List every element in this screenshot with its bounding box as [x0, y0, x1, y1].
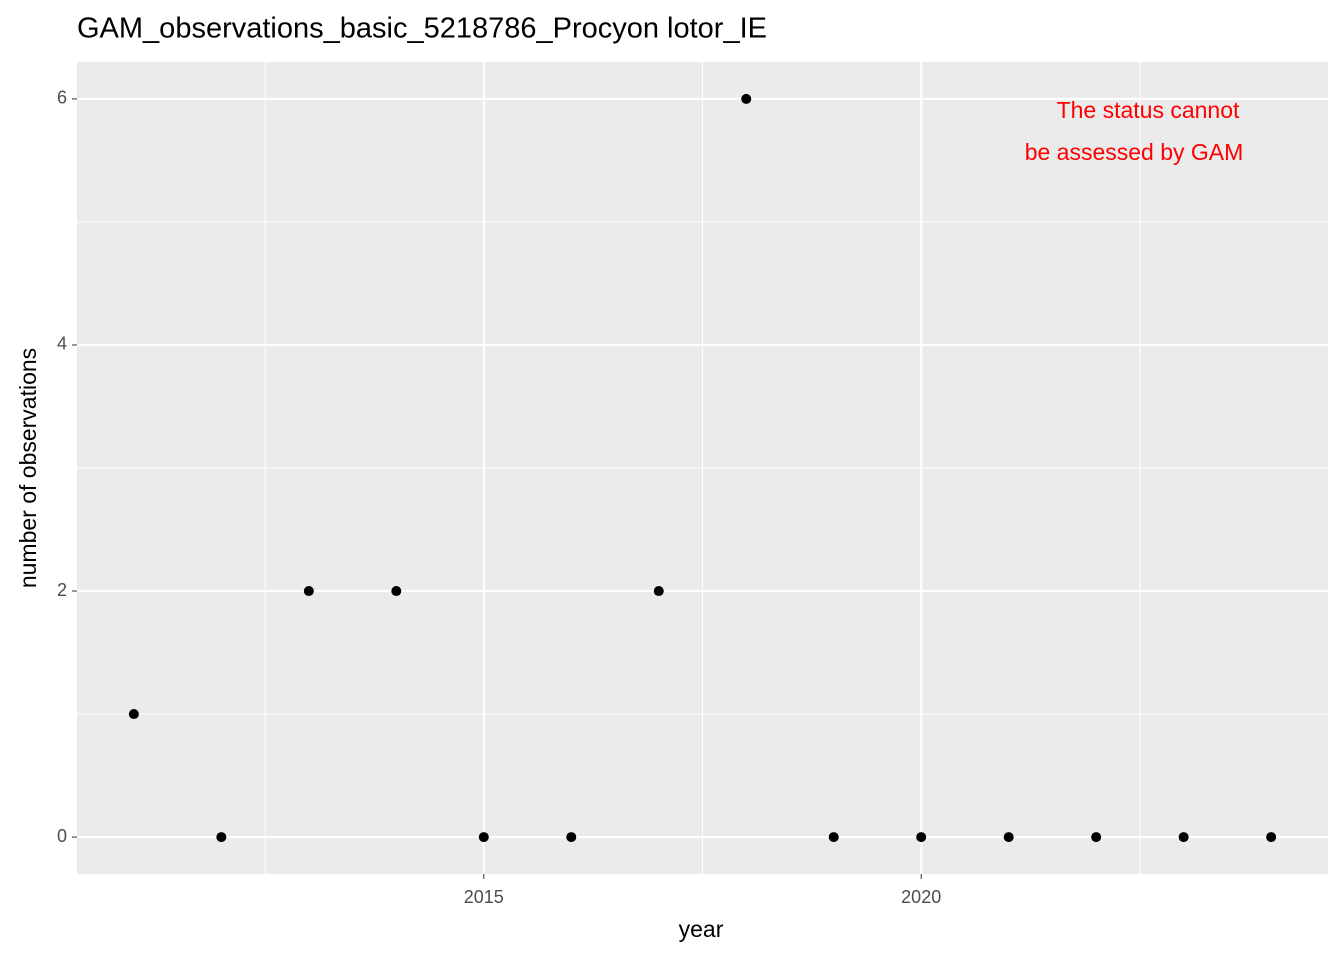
y-tick-label: 4 — [57, 334, 67, 354]
point — [1091, 832, 1102, 843]
point — [391, 586, 402, 597]
point — [1266, 832, 1277, 843]
chart-title: GAM_observations_basic_5218786_Procyon l… — [77, 13, 767, 45]
point — [653, 586, 664, 597]
point — [566, 832, 577, 843]
point — [128, 709, 139, 720]
y-tick-label: 0 — [57, 826, 67, 846]
annotation: be assessed by GAM — [1025, 139, 1244, 165]
point — [916, 832, 927, 843]
point — [303, 586, 314, 597]
y-tick-label: 2 — [57, 580, 67, 600]
point — [1178, 832, 1189, 843]
y-tick-label: 6 — [57, 88, 67, 108]
annotation: The status cannot — [1057, 97, 1240, 123]
point — [478, 832, 489, 843]
point — [216, 832, 227, 843]
points — [128, 93, 1277, 843]
x-tick-label: 2015 — [464, 887, 504, 907]
point — [1003, 832, 1014, 843]
y-axis-title: number of observations — [15, 348, 41, 588]
x-axis-title: year — [679, 916, 724, 942]
grid — [77, 62, 1328, 874]
point — [741, 93, 752, 104]
point — [828, 832, 839, 843]
x-tick-label: 2020 — [901, 887, 941, 907]
